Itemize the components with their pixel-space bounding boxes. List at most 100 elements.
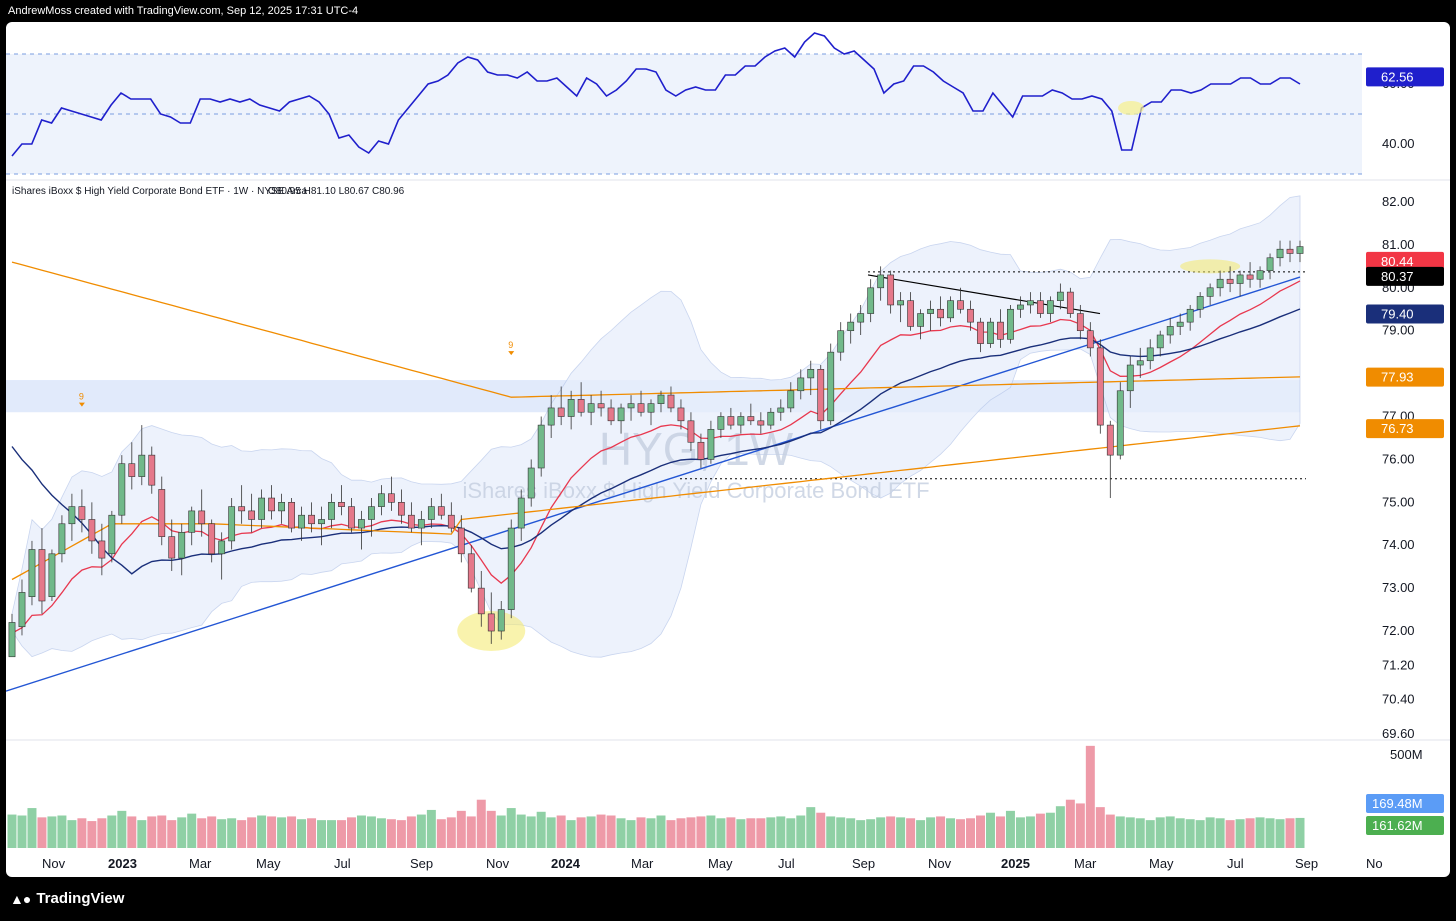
candle bbox=[997, 309, 1004, 348]
candle bbox=[977, 317, 984, 353]
volume-bar bbox=[566, 820, 576, 848]
volume-bar bbox=[536, 811, 546, 848]
candle-body bbox=[248, 510, 256, 520]
candle bbox=[1037, 292, 1044, 318]
price-badge bbox=[1366, 251, 1444, 271]
candle bbox=[1096, 339, 1104, 434]
volume-bar bbox=[77, 818, 87, 848]
price-tick-label: 71.20 bbox=[1382, 657, 1415, 672]
candle bbox=[1027, 292, 1034, 314]
volume-bar bbox=[356, 815, 366, 848]
volume-bar bbox=[7, 814, 17, 848]
candle-body bbox=[517, 497, 525, 529]
volume-bar bbox=[446, 817, 456, 848]
candle bbox=[1186, 304, 1194, 331]
volume-bar bbox=[1265, 818, 1275, 848]
candle bbox=[777, 399, 785, 421]
candle bbox=[647, 399, 655, 426]
rsi-highlight bbox=[1118, 101, 1144, 115]
candle bbox=[378, 485, 385, 516]
candle-body bbox=[827, 351, 835, 422]
volume-bar bbox=[57, 815, 67, 848]
volume-bar bbox=[586, 816, 596, 848]
candle bbox=[737, 412, 745, 434]
candle bbox=[967, 300, 974, 331]
candle-body bbox=[398, 502, 405, 516]
td-arrow-icon bbox=[508, 351, 515, 356]
time-tick-label: May bbox=[708, 856, 733, 871]
candle-body bbox=[1166, 326, 1174, 336]
candle-body bbox=[98, 540, 106, 559]
candle-body bbox=[158, 489, 166, 537]
price-badge-value: 77.93 bbox=[1381, 370, 1414, 385]
candle-body bbox=[457, 527, 465, 555]
time-tick-label: 2023 bbox=[108, 856, 137, 871]
candle-body bbox=[1106, 424, 1114, 456]
volume-bar bbox=[97, 818, 107, 848]
candle-body bbox=[577, 399, 585, 413]
candle bbox=[1296, 240, 1304, 263]
volume-bar bbox=[1015, 817, 1025, 848]
candle-body bbox=[567, 399, 575, 417]
ma-orange-long-line bbox=[11, 261, 1301, 398]
rsi-current-value: 62.56 bbox=[1381, 69, 1414, 84]
volume-bar bbox=[297, 819, 307, 848]
volume-bar bbox=[187, 813, 197, 848]
candle bbox=[288, 498, 295, 533]
candle bbox=[398, 489, 405, 524]
candle bbox=[697, 433, 705, 468]
volume-bar bbox=[746, 818, 756, 848]
candle-body bbox=[118, 463, 126, 516]
candle bbox=[298, 506, 305, 541]
candle bbox=[417, 510, 425, 546]
volume-bar bbox=[546, 817, 556, 848]
volume-bar bbox=[946, 818, 956, 848]
candle bbox=[717, 412, 725, 438]
candle bbox=[807, 360, 815, 396]
candle-body bbox=[917, 313, 924, 327]
candle-body bbox=[48, 553, 56, 598]
volume-bar bbox=[277, 817, 287, 848]
candle-body bbox=[18, 592, 26, 628]
candle-body bbox=[338, 502, 345, 507]
volume-bar bbox=[1175, 818, 1185, 848]
price-badge-value: 79.40 bbox=[1381, 307, 1414, 322]
candle-body bbox=[807, 369, 815, 379]
volume-bar bbox=[496, 815, 506, 848]
candle bbox=[497, 601, 505, 640]
candle bbox=[358, 510, 365, 550]
candle bbox=[1166, 317, 1174, 344]
candle-body bbox=[308, 514, 315, 525]
candle-body bbox=[547, 407, 555, 426]
candle bbox=[1056, 283, 1064, 310]
volume-bar bbox=[436, 819, 446, 848]
rsi-current-badge bbox=[1366, 67, 1444, 87]
volume-bar bbox=[476, 799, 486, 848]
candle bbox=[467, 545, 475, 593]
volume-bar bbox=[177, 817, 187, 848]
candle-body bbox=[1156, 334, 1164, 349]
chart-frame[interactable]: HYG, 1W iShares iBoxx $ High Yield Corpor… bbox=[6, 22, 1450, 877]
volume-bar bbox=[1095, 807, 1105, 848]
volume-bar bbox=[217, 819, 227, 848]
volume-bar bbox=[307, 818, 317, 848]
volume-bar bbox=[197, 818, 207, 848]
candle bbox=[667, 386, 675, 413]
volume-bar bbox=[1025, 816, 1035, 848]
candle bbox=[348, 498, 355, 533]
volume-bar bbox=[976, 815, 985, 848]
volume-bar bbox=[406, 816, 416, 848]
candle bbox=[507, 519, 515, 619]
candle-body bbox=[767, 411, 775, 426]
volume-bar bbox=[1145, 820, 1155, 848]
tradingview-logo[interactable]: ▲● TradingView bbox=[10, 890, 124, 907]
candle-body bbox=[487, 613, 495, 632]
candle-body bbox=[178, 532, 186, 559]
volume-bar bbox=[127, 816, 137, 848]
volume-bar bbox=[1185, 819, 1195, 848]
volume-bar bbox=[466, 816, 476, 848]
candle-body bbox=[637, 403, 645, 413]
price-tick-label: 75.00 bbox=[1382, 494, 1415, 509]
